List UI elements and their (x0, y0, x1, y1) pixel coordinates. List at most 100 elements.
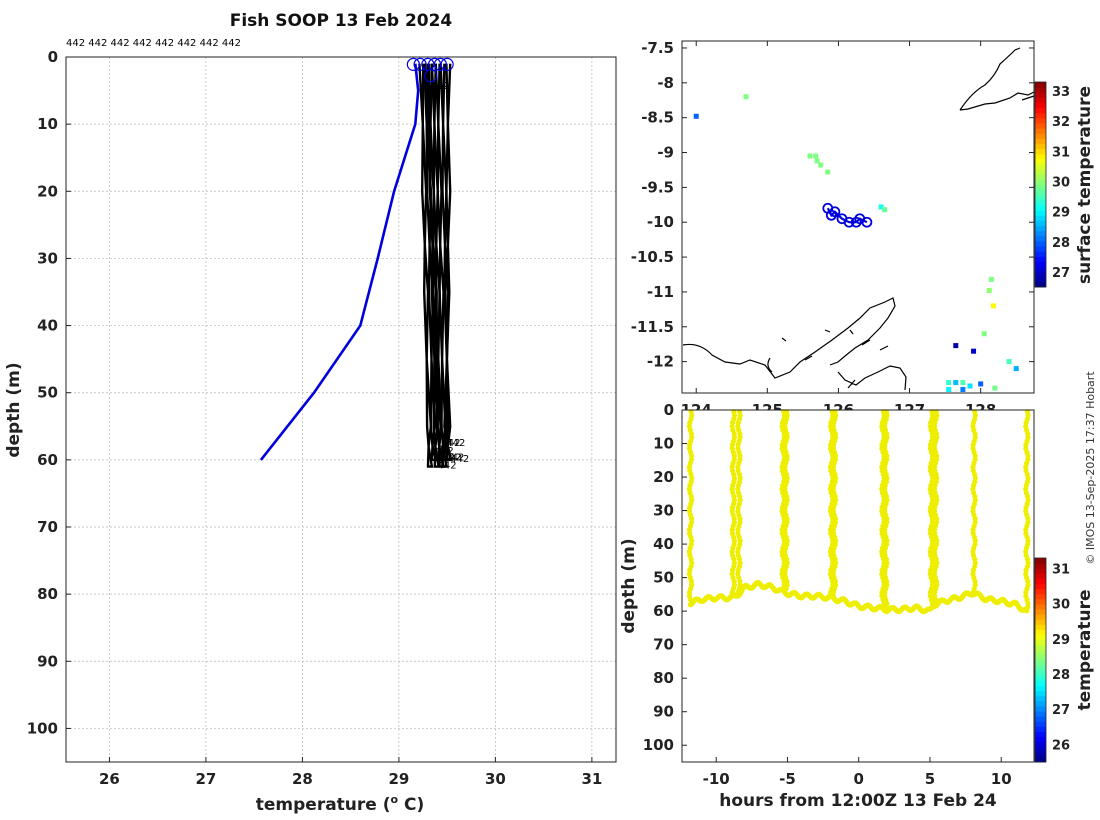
x-tick-label: 29 (388, 770, 409, 788)
profile-sample (729, 442, 735, 448)
colorbar-segment (1035, 220, 1046, 226)
colorbar-segment (1035, 629, 1046, 635)
colorbar-segment (1035, 619, 1046, 625)
sst-pixel (693, 113, 699, 119)
colorbar-segment (1035, 87, 1046, 93)
profile-sample (927, 504, 934, 511)
reference-profile-line (259, 63, 420, 461)
colorbar-segment (1035, 634, 1046, 641)
y-tick-label: 30 (37, 249, 58, 267)
colorbar-segment (1035, 624, 1046, 630)
profile-line (442, 63, 452, 462)
colorbar-segment (1035, 184, 1046, 191)
profile-sample (972, 431, 978, 437)
profile-end-label: 442 (441, 438, 460, 449)
profile-sample (884, 578, 890, 584)
colorbar-tick-label: 28 (1052, 668, 1070, 683)
colorbar-segment (1035, 639, 1046, 646)
colorbar-segment (1035, 240, 1046, 247)
hours-axis-label: hours from 12:00Z 13 Feb 24 (719, 791, 997, 811)
timeseries-depth-label: depth (m) (619, 538, 639, 633)
profile-sample (932, 504, 938, 511)
sst-pixel (971, 348, 977, 354)
sst-pixel (953, 380, 959, 386)
map-y-tick-label: -7.5 (641, 39, 674, 57)
colorbar-segment (1035, 205, 1046, 211)
xlabel-degree: o (391, 793, 399, 806)
profile-sample (782, 527, 788, 533)
sst-pixel (990, 303, 996, 309)
colorbar-segment (1035, 675, 1046, 681)
map-y-tick-label: -8.5 (641, 109, 674, 127)
x-tick-label: 30 (485, 770, 506, 788)
profile-sample (970, 442, 976, 448)
profile-sample (688, 431, 695, 437)
colorbar-segment (1035, 660, 1046, 666)
temperature-axis-label: temperature (o C) (256, 793, 425, 815)
profile-sample (831, 504, 837, 511)
y-tick-label: 100 (27, 719, 58, 737)
y-tick-label: 20 (37, 182, 58, 200)
colorbar-tick-label: 29 (1052, 633, 1070, 648)
colorbar-segment (1035, 174, 1046, 180)
sst-pixel (986, 288, 992, 294)
x-tick-label: 31 (581, 770, 602, 788)
profile-sample (830, 527, 836, 533)
profile-sample (832, 578, 838, 584)
profile-line (418, 63, 434, 468)
profile-sample (927, 527, 933, 533)
profile-sample (970, 589, 976, 595)
sst-pixel (960, 387, 966, 393)
ship-track (822, 202, 873, 228)
sst-pixel (813, 153, 819, 159)
profile-sample (1025, 578, 1031, 584)
colorbar-segment (1035, 593, 1046, 600)
colorbar-segment (1035, 246, 1046, 252)
colorbar-segment (1035, 614, 1046, 620)
colorbar-segment (1035, 143, 1046, 150)
profile-sample (1023, 442, 1029, 448)
timeseries-data (686, 409, 1031, 615)
colorbar-segment (1035, 148, 1046, 155)
colorbar-segment (1035, 700, 1046, 707)
colorbar-segment (1035, 705, 1046, 712)
x-tick-label: 26 (99, 770, 120, 788)
surface-marker (440, 57, 454, 71)
colorbar-tick-label: 31 (1052, 145, 1070, 160)
profile-end-label: 442 (445, 453, 464, 464)
ts-depth-tick-label: 60 (653, 602, 674, 620)
profile-sample (1023, 527, 1029, 533)
sst-colorbar: 27 28 29 30 31 32 33 (1034, 81, 1070, 288)
y-tick-label: 80 (37, 585, 58, 603)
surface-marker (424, 69, 438, 83)
colorbar-segment (1035, 276, 1046, 283)
colorbar-tick-label: 32 (1052, 115, 1070, 130)
map-panel: 124125126127128-7.5-8-8.5-9-9.5-10-10.5-… (631, 39, 1095, 419)
colorbar-segment (1035, 649, 1046, 656)
sst-pixel (878, 204, 884, 210)
profile-end-label: 442 (446, 438, 465, 449)
colorbar-segment (1035, 107, 1046, 114)
profile-sample (882, 442, 888, 448)
colorbar-segment (1035, 138, 1046, 144)
profile-sample (688, 578, 695, 584)
colorbar-tick-label: 28 (1052, 236, 1070, 251)
profile-sample (972, 516, 978, 522)
colorbar-segment (1035, 558, 1046, 564)
colorbar-segment (1035, 695, 1046, 702)
colorbar-segment (1035, 210, 1046, 216)
profile-sample (972, 578, 978, 584)
colorbar-segment (1035, 251, 1046, 257)
profile-sample (929, 453, 936, 459)
profile-sample (882, 527, 888, 533)
colorbar-segment (1035, 665, 1046, 671)
map-y-tick-label: -9 (657, 144, 674, 162)
profile-sample (686, 589, 693, 595)
profile-sample (784, 578, 790, 584)
profile-sample (970, 504, 976, 511)
colorbar-segment (1035, 256, 1046, 262)
colorbar-segment (1035, 721, 1046, 727)
colorbar-segment (1035, 117, 1046, 124)
sst-pixel (807, 153, 813, 159)
profile-sample (832, 516, 839, 522)
